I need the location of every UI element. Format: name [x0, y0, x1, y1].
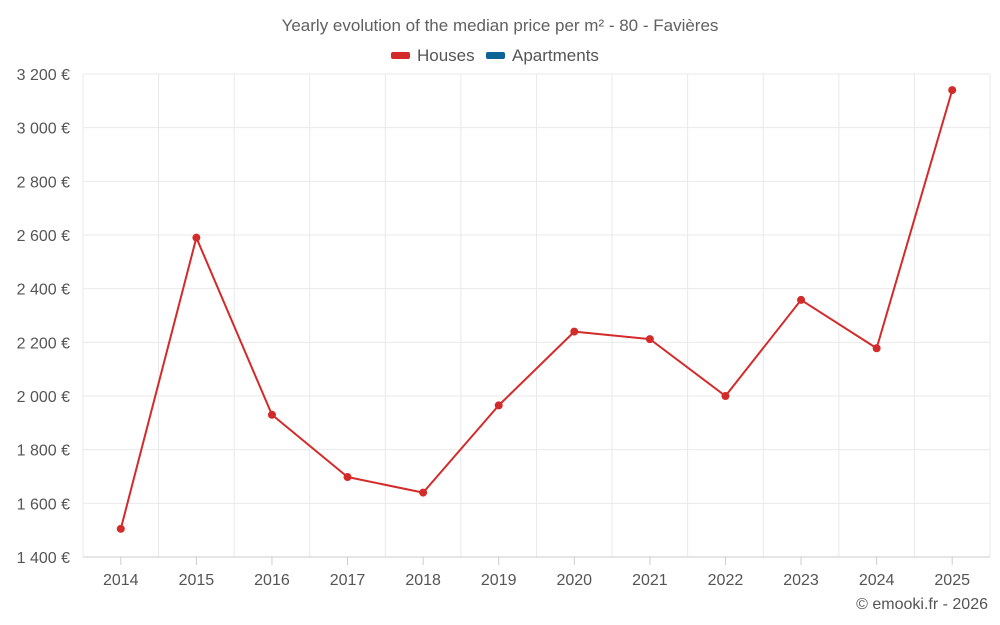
- series-group: [116, 86, 957, 533]
- data-point-houses[interactable]: [721, 392, 730, 400]
- data-point-houses[interactable]: [419, 488, 428, 497]
- y-tick-label: 3 200 €: [17, 67, 70, 84]
- legend-swatch-apartments: [486, 52, 505, 59]
- x-tick-label: 2015: [179, 572, 215, 589]
- legend-swatch-houses: [391, 52, 410, 59]
- data-point-houses[interactable]: [267, 410, 276, 419]
- data-point-houses[interactable]: [494, 401, 503, 410]
- y-tick-label: 2 400 €: [17, 282, 70, 299]
- y-tick-label: 2 000 €: [17, 389, 70, 406]
- x-tick-label: 2016: [254, 572, 290, 589]
- data-point-houses[interactable]: [116, 524, 125, 533]
- legend: Houses Apartments: [391, 46, 599, 65]
- legend-label-houses: Houses: [417, 46, 475, 65]
- legend-item-apartments[interactable]: Apartments: [486, 46, 599, 65]
- legend-label-apartments: Apartments: [512, 46, 599, 65]
- data-point-houses[interactable]: [343, 473, 352, 482]
- credit-text: © emooki.fr - 2026: [856, 596, 988, 613]
- series-line-houses: [119, 89, 954, 530]
- y-tick-label: 2 800 €: [17, 174, 70, 191]
- y-axis-ticks: 1 400 € 1 600 € 1 800 € 2 000 € 2 200 € 2 400…: [17, 67, 70, 567]
- x-tick-label: 2024: [859, 572, 895, 589]
- x-tick-label: 2020: [556, 572, 592, 589]
- data-point-houses[interactable]: [948, 86, 957, 95]
- data-point-houses[interactable]: [797, 295, 806, 304]
- y-tick-label: 1 400 €: [17, 550, 70, 567]
- x-tick-label: 2017: [330, 572, 366, 589]
- y-tick-label: 1 800 €: [17, 443, 70, 460]
- y-tick-label: 1 600 €: [17, 496, 70, 513]
- x-tick-label: 2014: [103, 572, 139, 589]
- y-tick-label: 2 600 €: [17, 228, 70, 245]
- x-tick-label: 2022: [708, 572, 744, 589]
- x-tick-label: 2018: [405, 572, 441, 589]
- y-tick-label: 3 000 €: [17, 121, 70, 138]
- data-point-houses[interactable]: [192, 233, 201, 242]
- x-axis-ticks: 2014 2015 2016 2017 2018 2019 2020 2021 2022 2023…: [103, 557, 970, 589]
- chart-title: Yearly evolution of the median price per…: [282, 16, 719, 35]
- y-tick-label: 2 200 €: [17, 335, 70, 352]
- x-tick-label: 2023: [783, 572, 819, 589]
- data-point-houses[interactable]: [872, 344, 881, 353]
- data-point-houses[interactable]: [645, 335, 654, 344]
- legend-item-houses[interactable]: Houses: [391, 46, 475, 65]
- x-tick-label: 2019: [481, 572, 517, 589]
- x-tick-label: 2025: [934, 572, 970, 589]
- data-point-houses[interactable]: [570, 327, 579, 336]
- x-tick-label: 2021: [632, 572, 668, 589]
- x-grid: [82, 74, 991, 557]
